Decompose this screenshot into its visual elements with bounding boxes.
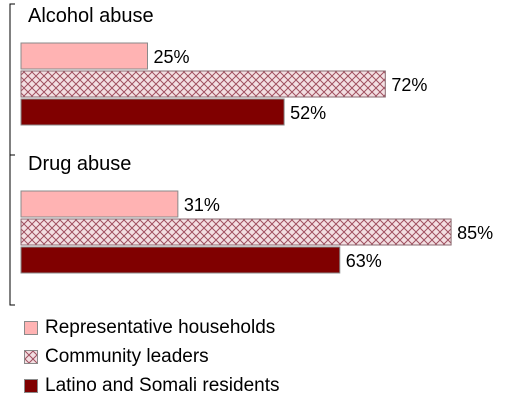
data-label-alcohol-abuse-latino-and-somali-residents: 52% xyxy=(290,103,326,123)
bar-drug-abuse-community-leaders xyxy=(20,218,452,246)
bar-drug-abuse-representative-households xyxy=(20,190,179,218)
category-label-drug-abuse: Drug abuse xyxy=(28,153,131,175)
legend-swatch-solid-maroon xyxy=(24,379,38,393)
legend-item-community-leaders: Community leaders xyxy=(24,344,209,370)
legend-label: Community leaders xyxy=(45,346,209,367)
legend-item-representative-households: Representative households xyxy=(24,315,275,341)
legend-label: Latino and Somali residents xyxy=(45,375,280,396)
bar-alcohol-abuse-representative-households xyxy=(20,42,148,70)
category-label-alcohol-abuse: Alcohol abuse xyxy=(28,5,154,27)
bar-alcohol-abuse-latino-and-somali-residents xyxy=(20,98,285,126)
data-label-alcohol-abuse-representative-households: 25% xyxy=(154,47,190,67)
data-label-alcohol-abuse-community-leaders: 72% xyxy=(391,75,427,95)
data-label-drug-abuse-representative-households: 31% xyxy=(184,195,220,215)
legend-label: Representative households xyxy=(45,317,276,338)
legend-swatch-solid-pink xyxy=(24,321,38,335)
data-label-drug-abuse-community-leaders: 85% xyxy=(457,223,493,243)
bar-drug-abuse-latino-and-somali-residents xyxy=(20,246,341,274)
data-label-drug-abuse-latino-and-somali-residents: 63% xyxy=(346,251,382,271)
legend-swatch-crosshatch xyxy=(24,350,38,364)
legend-item-latino-somali-residents: Latino and Somali residents xyxy=(24,373,279,399)
bar-alcohol-abuse-community-leaders xyxy=(20,70,386,98)
